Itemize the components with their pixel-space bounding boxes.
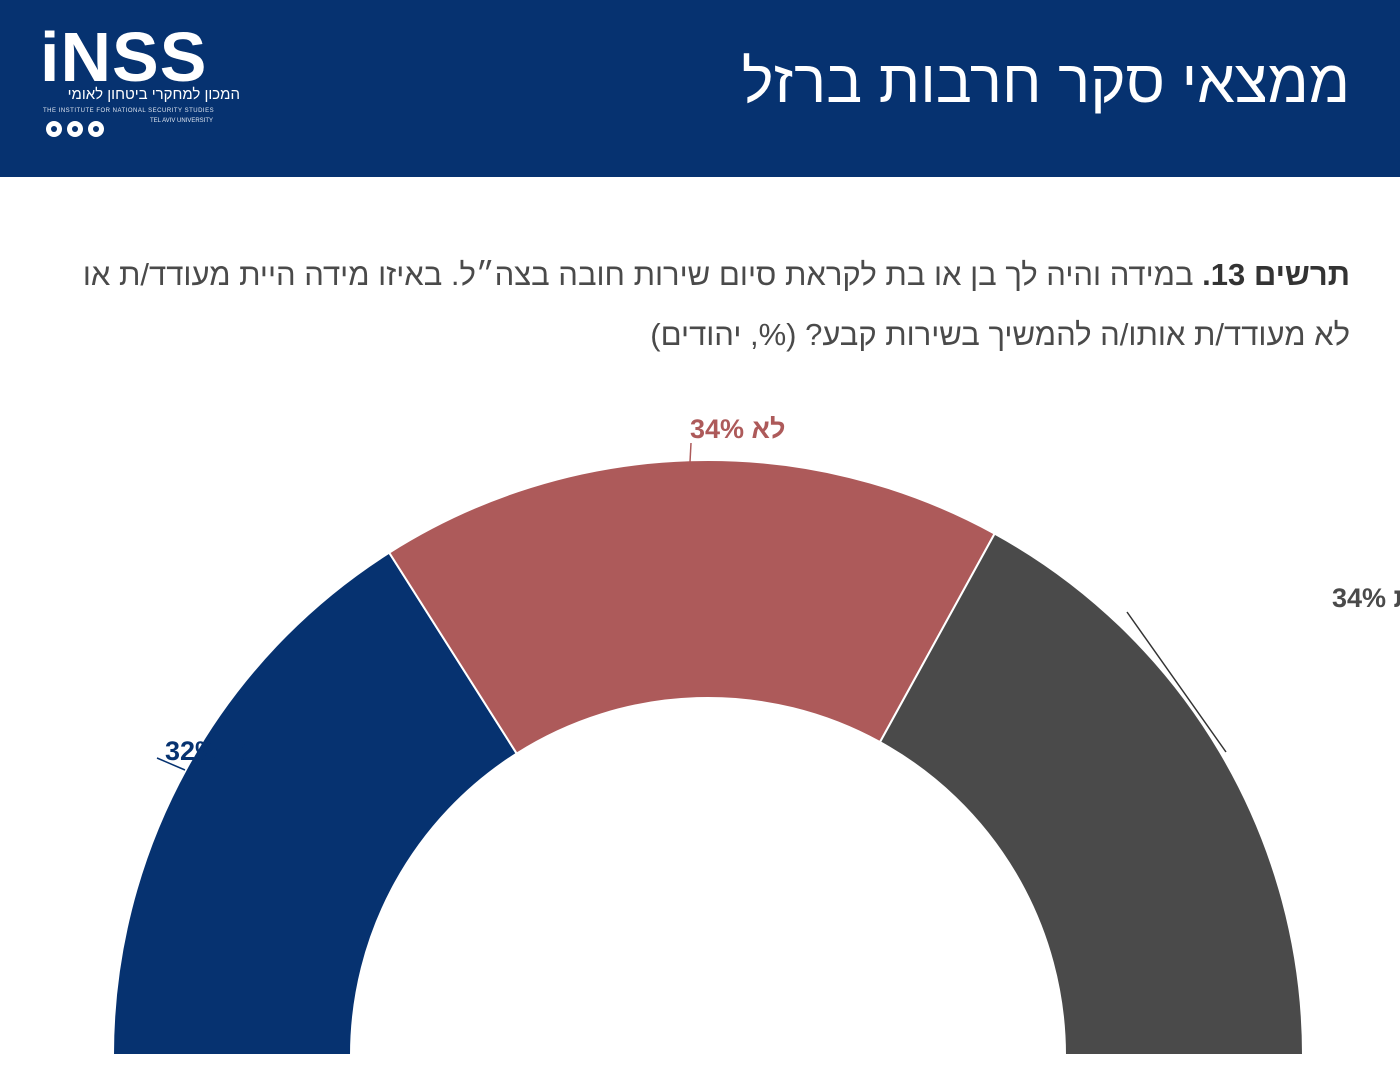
figure-label: תרשים 13. bbox=[1202, 257, 1350, 292]
leader-line-3 bbox=[1126, 611, 1227, 753]
header-bar: iNSS המכון למחקרי ביטחון לאומי THE INSTI… bbox=[0, 0, 1400, 177]
chart-question: תרשים 13. במידה והיה לך בן או בת לקראת ס… bbox=[60, 245, 1350, 365]
slice-3 bbox=[878, 532, 1305, 1056]
logo-english-text: THE INSTITUTE FOR NATIONAL SECURITY STUD… bbox=[43, 108, 215, 114]
logo-wordmark: iNSS bbox=[40, 18, 208, 96]
logo-university-text: TEL AVIV UNIVERSITY bbox=[150, 118, 214, 124]
half-donut-chart: כן 32% לא 34% לא יודע/ת 34% bbox=[111, 414, 1400, 1056]
page-title: ממצאי סקר חרבות ברזל bbox=[741, 48, 1350, 115]
data-label-3: לא יודע/ת 34% bbox=[1332, 583, 1400, 613]
question-text: במידה והיה לך בן או בת לקראת סיום שירות … bbox=[82, 257, 1350, 352]
leader-line-2 bbox=[689, 442, 692, 463]
slice-2 bbox=[387, 459, 997, 755]
data-label-2: לא 34% bbox=[690, 414, 785, 444]
inss-logo: iNSS המכון למחקרי ביטחון לאומי THE INSTI… bbox=[40, 22, 255, 142]
social-icons bbox=[46, 121, 104, 137]
leader-line-1 bbox=[156, 757, 186, 771]
logo-hebrew-text: המכון למחקרי ביטחון לאומי bbox=[67, 86, 240, 103]
slice-1 bbox=[111, 551, 519, 1056]
data-label-1: כן 32% bbox=[165, 736, 250, 766]
